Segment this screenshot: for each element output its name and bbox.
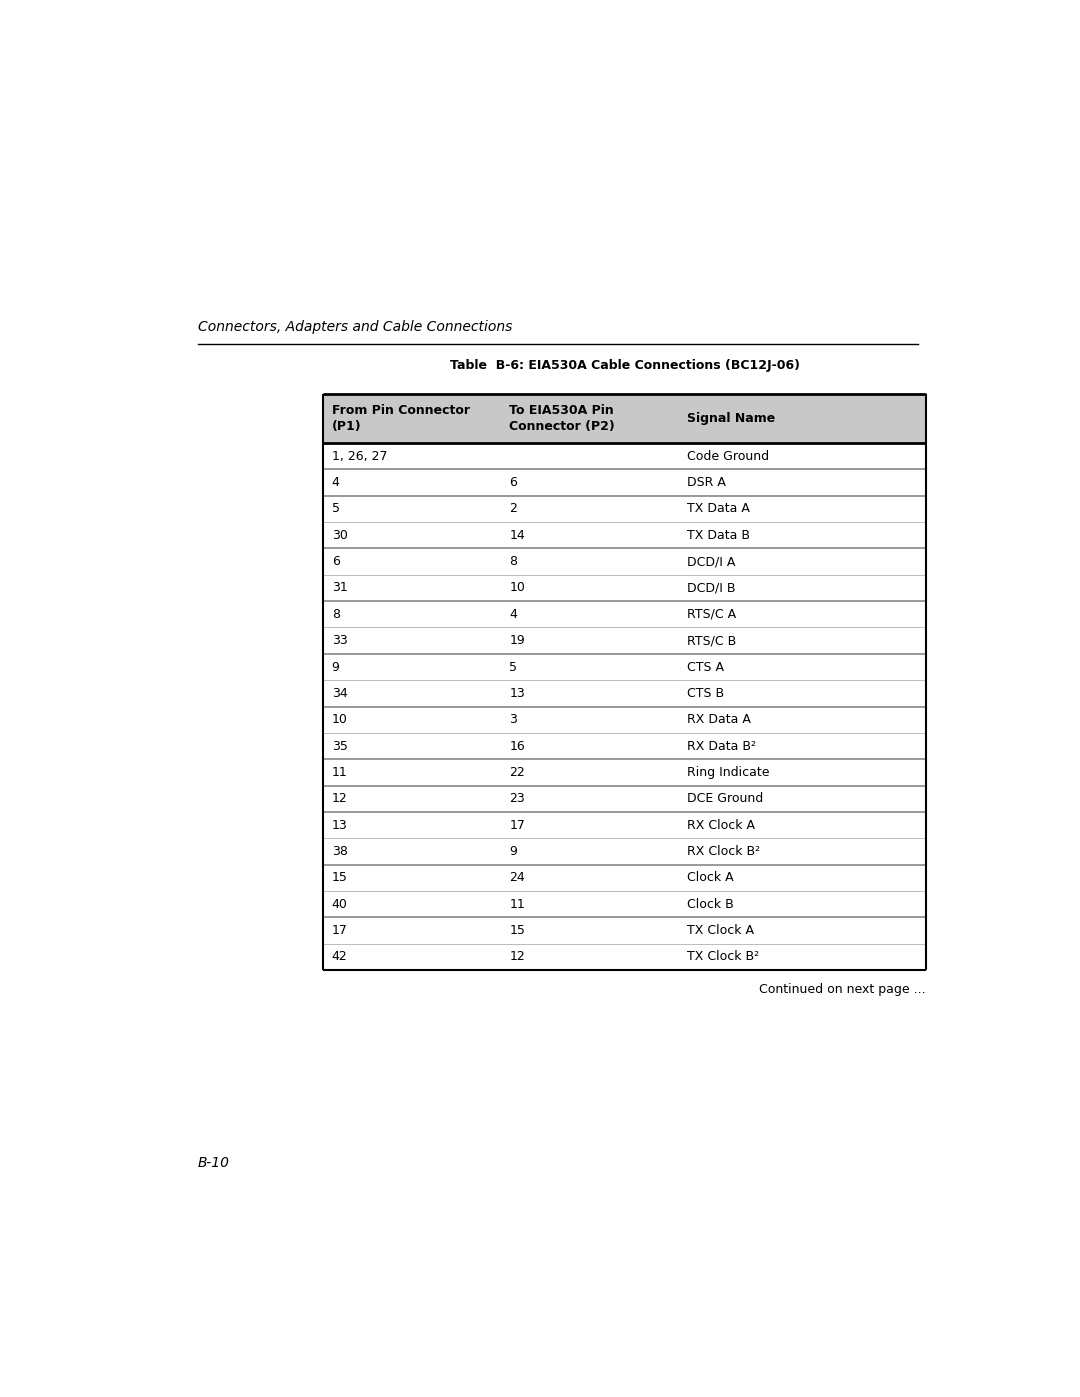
- Text: DCD/I B: DCD/I B: [687, 581, 735, 595]
- Text: B-10: B-10: [198, 1157, 230, 1171]
- Bar: [323, 394, 926, 443]
- Text: 15: 15: [510, 923, 525, 937]
- Text: RTS/C A: RTS/C A: [687, 608, 737, 620]
- Text: Code Ground: Code Ground: [687, 450, 769, 462]
- Text: 33: 33: [332, 634, 348, 647]
- Text: 10: 10: [332, 714, 348, 726]
- Text: 13: 13: [332, 819, 348, 831]
- Text: CTS B: CTS B: [687, 687, 725, 700]
- Text: 8: 8: [510, 555, 517, 569]
- Text: 30: 30: [332, 528, 348, 542]
- Text: 14: 14: [510, 528, 525, 542]
- Text: Clock B: Clock B: [687, 898, 734, 911]
- Text: 9: 9: [332, 661, 339, 673]
- Text: Ring Indicate: Ring Indicate: [687, 766, 770, 780]
- Text: 34: 34: [332, 687, 348, 700]
- Text: 10: 10: [510, 581, 525, 595]
- Text: 11: 11: [510, 898, 525, 911]
- Text: RX Data B²: RX Data B²: [687, 739, 756, 753]
- Text: 5: 5: [510, 661, 517, 673]
- Text: 2: 2: [510, 503, 517, 515]
- Text: 40: 40: [332, 898, 348, 911]
- Text: 3: 3: [510, 714, 517, 726]
- Text: 6: 6: [332, 555, 339, 569]
- Text: Table  B-6: EIA530A Cable Connections (BC12J-06): Table B-6: EIA530A Cable Connections (BC…: [449, 359, 799, 372]
- Text: 17: 17: [332, 923, 348, 937]
- Text: 23: 23: [510, 792, 525, 805]
- Text: 5: 5: [332, 503, 340, 515]
- Text: Signal Name: Signal Name: [687, 412, 775, 425]
- Text: Connectors, Adapters and Cable Connections: Connectors, Adapters and Cable Connectio…: [198, 320, 512, 334]
- Text: 4: 4: [510, 608, 517, 620]
- Text: From Pin Connector
(P1): From Pin Connector (P1): [332, 404, 470, 433]
- Text: RX Clock B²: RX Clock B²: [687, 845, 760, 858]
- Text: 8: 8: [332, 608, 340, 620]
- Text: 17: 17: [510, 819, 525, 831]
- Text: RX Clock A: RX Clock A: [687, 819, 755, 831]
- Text: 24: 24: [510, 872, 525, 884]
- Text: TX Data B: TX Data B: [687, 528, 751, 542]
- Text: 42: 42: [332, 950, 348, 964]
- Text: 22: 22: [510, 766, 525, 780]
- Text: TX Clock A: TX Clock A: [687, 923, 754, 937]
- Text: To EIA530A Pin
Connector (P2): To EIA530A Pin Connector (P2): [510, 404, 616, 433]
- Text: 11: 11: [332, 766, 348, 780]
- Text: 16: 16: [510, 739, 525, 753]
- Text: 13: 13: [510, 687, 525, 700]
- Text: 1, 26, 27: 1, 26, 27: [332, 450, 388, 462]
- Text: 4: 4: [332, 476, 339, 489]
- Text: DCD/I A: DCD/I A: [687, 555, 735, 569]
- Text: 19: 19: [510, 634, 525, 647]
- Text: RX Data A: RX Data A: [687, 714, 751, 726]
- Text: Continued on next page ...: Continued on next page ...: [759, 983, 926, 996]
- Text: 35: 35: [332, 739, 348, 753]
- Text: RTS/C B: RTS/C B: [687, 634, 737, 647]
- Text: 31: 31: [332, 581, 348, 595]
- Text: 12: 12: [510, 950, 525, 964]
- Text: CTS A: CTS A: [687, 661, 725, 673]
- Text: 6: 6: [510, 476, 517, 489]
- Text: 9: 9: [510, 845, 517, 858]
- Text: DCE Ground: DCE Ground: [687, 792, 764, 805]
- Text: DSR A: DSR A: [687, 476, 726, 489]
- Text: TX Clock B²: TX Clock B²: [687, 950, 759, 964]
- Text: Clock A: Clock A: [687, 872, 734, 884]
- Text: 15: 15: [332, 872, 348, 884]
- Text: 38: 38: [332, 845, 348, 858]
- Text: 12: 12: [332, 792, 348, 805]
- Text: TX Data A: TX Data A: [687, 503, 751, 515]
